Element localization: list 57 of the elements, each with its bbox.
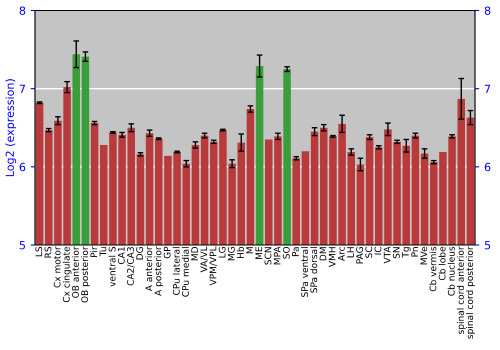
x-tick-label: Cb lobe bbox=[438, 246, 446, 280]
x-tick-label: Tg bbox=[402, 247, 411, 258]
x-tick-label: SPa ventral bbox=[301, 247, 308, 297]
y-tick-label: 7 bbox=[20, 84, 26, 93]
x-tick-label: Hb bbox=[236, 246, 244, 258]
y-tick-label: 8 bbox=[20, 6, 26, 15]
y2-tick-label: 7 bbox=[484, 84, 490, 93]
x-tick-label: A posterior bbox=[154, 246, 164, 296]
y2-tick-label: 8 bbox=[484, 6, 490, 15]
x-tick-label: GP bbox=[164, 246, 171, 258]
y2-tick-label: 5 bbox=[484, 241, 490, 250]
x-tick-label: CA2/CA3 bbox=[127, 247, 135, 286]
x-tick-label: Tu bbox=[100, 247, 106, 256]
x-tick-label: CA1 bbox=[118, 247, 125, 264]
x-tick-label: CPu medial bbox=[182, 247, 189, 297]
x-tick-label: VTA bbox=[384, 246, 390, 264]
x-tick-label: Pa bbox=[292, 247, 299, 256]
x-tick-label: CPu lateral bbox=[172, 247, 180, 295]
x-tick-label: LH bbox=[347, 247, 354, 258]
x-tick-label: ventral S bbox=[108, 246, 116, 287]
x-tick-label: A anterior bbox=[145, 246, 152, 292]
x-tick-label: VA/VL bbox=[200, 246, 208, 272]
x-tick-label: MVe bbox=[420, 246, 428, 264]
x-tick-label: SCN bbox=[264, 247, 272, 265]
x-tick-label: Arc bbox=[338, 246, 345, 261]
x-tick-label: SC bbox=[365, 246, 372, 258]
x-tick-label: spinal cord anterior bbox=[456, 246, 466, 334]
y-tick-label: 6 bbox=[20, 162, 26, 172]
x-tick-label: DG bbox=[136, 247, 144, 260]
x-tick-label: MPA bbox=[274, 246, 280, 264]
x-tick-label: Cb nucleus bbox=[448, 246, 455, 296]
x-tick-label: PAG bbox=[356, 247, 364, 264]
x-tick-label: OB anterior bbox=[72, 246, 79, 298]
x-tick-label: LS bbox=[35, 246, 42, 256]
x-tick-label: ME bbox=[255, 246, 262, 259]
x-tick-label: MD bbox=[191, 246, 198, 260]
x-tick-label: SPa dorsal bbox=[310, 247, 318, 293]
x-tick-label: Cx motor bbox=[54, 246, 61, 288]
x-tick-label: VMH bbox=[328, 247, 336, 268]
x-tick-label: spinal cord posterior bbox=[466, 246, 475, 339]
y-axis-title: Log2 (expression) bbox=[5, 79, 16, 176]
x-tick-label: OB posterior bbox=[81, 246, 90, 303]
x-tick-label: RS bbox=[44, 246, 52, 258]
x-tick-label: Pn bbox=[411, 247, 418, 257]
x-tick-label: DM bbox=[320, 247, 326, 260]
x-tick-label: M bbox=[246, 247, 253, 254]
x-tick-label: Cb vermis bbox=[429, 246, 436, 292]
x-tick-label: Cx cingulate bbox=[62, 246, 72, 302]
x-tick-label: LG bbox=[218, 247, 226, 258]
x-tick-label: MG bbox=[228, 247, 235, 260]
x-tick-label: Pir bbox=[90, 246, 98, 257]
x-tick-label: SN bbox=[392, 247, 400, 258]
y2-tick-label: 6 bbox=[484, 162, 490, 172]
x-tick-label: SO bbox=[282, 246, 290, 259]
y-tick-label: 5 bbox=[20, 241, 25, 250]
x-tick-label: VPM/VPL bbox=[210, 246, 218, 286]
x-tick-label: IC bbox=[374, 246, 382, 254]
